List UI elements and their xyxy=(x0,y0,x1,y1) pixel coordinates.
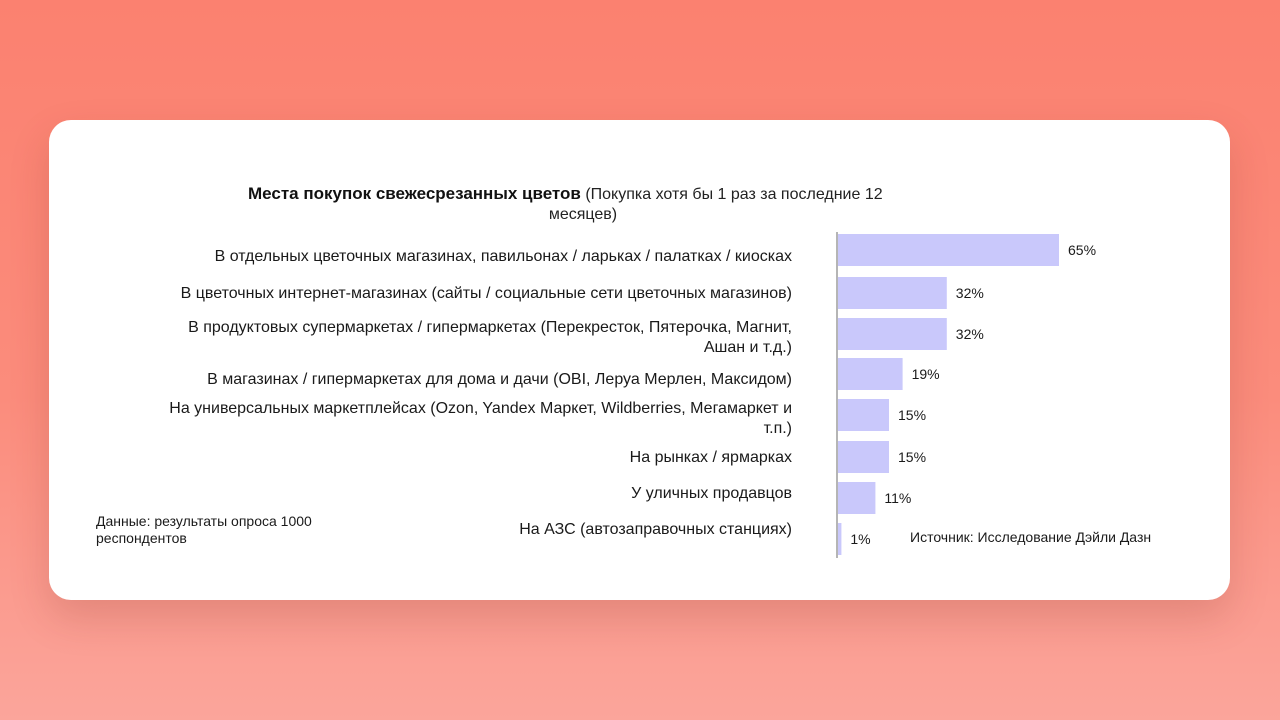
category-label-line: В продуктовых супермаркетах / гипермарке… xyxy=(188,319,792,336)
category-label-7: У уличных продавцов xyxy=(72,484,792,504)
chart-subtitle-line2: месяцев) xyxy=(548,206,618,223)
category-label-line: На универсальных маркетплейсах (Ozon, Ya… xyxy=(169,400,792,417)
category-label-line: На АЗС (автозаправочных станциях) xyxy=(519,521,792,538)
category-label-line: У уличных продавцов xyxy=(631,485,792,502)
category-label-5: На универсальных маркетплейсах (Ozon, Ya… xyxy=(72,399,792,439)
data-source-note: Данные: результаты опроса 1000 респонден… xyxy=(96,513,312,546)
category-label-line: т.п.) xyxy=(763,420,792,437)
chart-card xyxy=(49,120,1230,600)
category-label-4: В магазинах / гипермаркетах для дома и д… xyxy=(72,370,792,390)
chart-subtitle-line1: (Покупка хотя бы 1 раз за последние 12 xyxy=(585,186,883,203)
chart-title-block: Места покупок свежесрезанных цветов (Пок… xyxy=(248,184,1028,225)
category-label-8: На АЗС (автозаправочных станциях) xyxy=(72,520,792,540)
chart-title: Места покупок свежесрезанных цветов xyxy=(248,184,581,203)
category-label-line: Ашан и т.д.) xyxy=(703,339,792,356)
category-label-line: В магазинах / гипермаркетах для дома и д… xyxy=(207,371,792,388)
category-label-6: На рынках / ярмарках xyxy=(72,448,792,468)
category-label-line: На рынках / ярмарках xyxy=(629,449,792,466)
category-label-3: В продуктовых супермаркетах / гипермарке… xyxy=(72,318,792,358)
category-label-line: В отдельных цветочных магазинах, павильо… xyxy=(214,248,792,265)
category-label-1: В отдельных цветочных магазинах, павильо… xyxy=(72,247,792,267)
category-label-2: В цветочных интернет-магазинах (сайты / … xyxy=(72,284,792,304)
category-label-line: В цветочных интернет-магазинах (сайты / … xyxy=(180,285,792,302)
research-source-note: Источник: Исследование Дэйли Дазн xyxy=(910,529,1152,545)
